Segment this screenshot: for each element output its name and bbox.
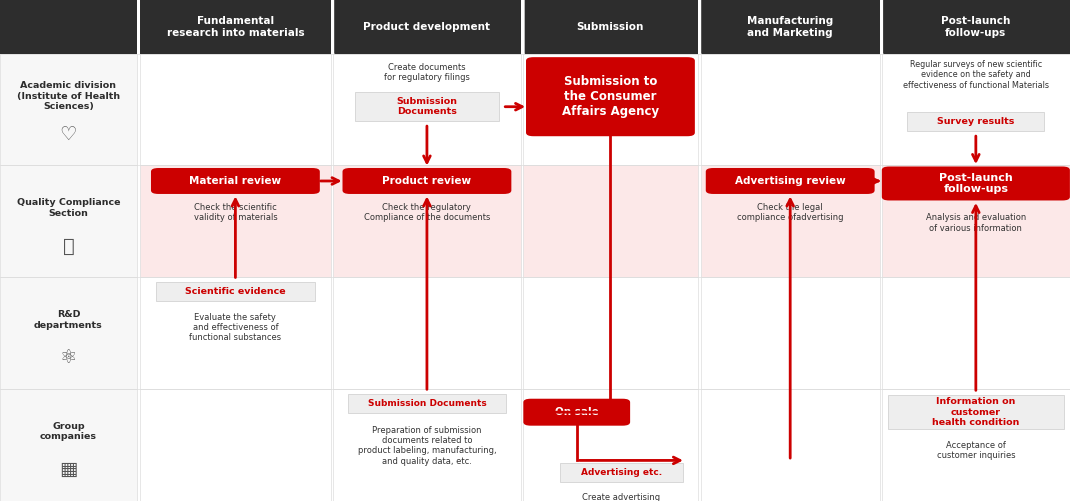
Text: Group
companies: Group companies — [40, 422, 97, 441]
Bar — [331, 0, 335, 54]
Bar — [156, 283, 315, 302]
Bar — [701, 389, 880, 501]
Text: Scientific evidence: Scientific evidence — [185, 288, 286, 296]
Bar — [333, 165, 521, 277]
FancyBboxPatch shape — [882, 166, 1070, 200]
Polygon shape — [702, 0, 716, 54]
Bar — [333, 0, 521, 54]
Bar — [355, 92, 500, 121]
Bar — [140, 389, 331, 501]
Text: Submission: Submission — [577, 22, 644, 32]
Text: Create documents
for regulatory filings: Create documents for regulatory filings — [384, 63, 470, 82]
Bar — [0, 165, 137, 277]
Bar — [523, 278, 698, 389]
Bar — [701, 0, 880, 54]
Text: ▦: ▦ — [59, 460, 78, 479]
Bar — [0, 0, 137, 54]
Text: Post-launch
follow-ups: Post-launch follow-ups — [939, 173, 1012, 194]
Bar — [560, 463, 683, 482]
Bar — [140, 0, 331, 54]
Text: Post-launch
follow-ups: Post-launch follow-ups — [942, 16, 1010, 38]
Text: Quality Compliance
Section: Quality Compliance Section — [17, 198, 120, 217]
Text: ⌖: ⌖ — [63, 236, 74, 256]
FancyBboxPatch shape — [342, 168, 511, 194]
Bar — [140, 165, 331, 277]
Text: ⚛: ⚛ — [60, 348, 77, 367]
FancyBboxPatch shape — [151, 168, 320, 194]
Text: Product review: Product review — [382, 176, 472, 186]
Bar — [882, 389, 1070, 501]
Bar — [0, 389, 137, 501]
Text: Manufacturing
and Marketing: Manufacturing and Marketing — [747, 16, 834, 38]
Text: Fundamental
research into materials: Fundamental research into materials — [167, 16, 304, 38]
Text: Material review: Material review — [189, 176, 281, 186]
Text: Advertising review: Advertising review — [735, 176, 845, 186]
Polygon shape — [335, 0, 349, 54]
Bar — [333, 54, 521, 165]
Text: Information on
customer
health condition: Information on customer health condition — [932, 397, 1020, 427]
FancyBboxPatch shape — [706, 168, 874, 194]
Text: Evaluate the safety
and effectiveness of
functional substances: Evaluate the safety and effectiveness of… — [189, 313, 281, 342]
Bar — [907, 112, 1044, 131]
FancyBboxPatch shape — [526, 57, 694, 136]
Text: Advertising etc.: Advertising etc. — [581, 468, 661, 477]
Bar — [0, 278, 137, 389]
Bar — [882, 165, 1070, 277]
Bar — [348, 394, 506, 413]
Text: Submission to
the Consumer
Affairs Agency: Submission to the Consumer Affairs Agenc… — [562, 75, 659, 118]
Text: R&D
departments: R&D departments — [34, 310, 103, 330]
Bar — [523, 0, 698, 54]
Bar — [880, 0, 884, 54]
Text: Academic division
(Institute of Health
Sciences): Academic division (Institute of Health S… — [17, 81, 120, 111]
Polygon shape — [525, 0, 539, 54]
Text: ♡: ♡ — [60, 125, 77, 144]
Text: Check the legal
compliance ofadvertising: Check the legal compliance ofadvertising — [737, 203, 843, 222]
Bar — [698, 0, 702, 54]
Text: On sale: On sale — [555, 407, 598, 417]
FancyBboxPatch shape — [523, 399, 630, 426]
Bar — [882, 0, 1070, 54]
Bar — [333, 278, 521, 389]
Text: Submission Documents: Submission Documents — [368, 399, 486, 408]
Bar — [701, 54, 880, 165]
Bar — [888, 395, 1064, 429]
Bar — [882, 54, 1070, 165]
Text: Acceptance of
customer inquiries: Acceptance of customer inquiries — [936, 440, 1015, 460]
Bar — [140, 278, 331, 389]
Bar — [521, 0, 525, 54]
Text: Regular surveys of new scientific
evidence on the safety and
effectiveness of fu: Regular surveys of new scientific eviden… — [903, 60, 1049, 90]
Bar — [882, 278, 1070, 389]
Text: Analysis and evaluation
of various information: Analysis and evaluation of various infor… — [926, 213, 1026, 233]
Bar — [140, 54, 331, 165]
Bar — [701, 165, 880, 277]
Text: Check the scientific
validity of materials: Check the scientific validity of materia… — [194, 203, 277, 222]
Bar — [701, 278, 880, 389]
Bar — [333, 389, 521, 501]
Text: Create advertising: Create advertising — [582, 493, 660, 501]
Bar — [0, 54, 137, 165]
Polygon shape — [884, 0, 898, 54]
Text: Check the regulatory
Compliance of the documents: Check the regulatory Compliance of the d… — [364, 203, 490, 222]
Bar — [523, 389, 698, 501]
Bar — [523, 54, 698, 165]
Text: Product development: Product development — [364, 22, 490, 32]
Bar — [523, 165, 698, 277]
Text: Survey results: Survey results — [937, 117, 1014, 126]
Text: Preparation of submission
documents related to
product labeling, manufacturing,
: Preparation of submission documents rela… — [357, 426, 496, 466]
Text: Submission
Documents: Submission Documents — [396, 97, 458, 116]
